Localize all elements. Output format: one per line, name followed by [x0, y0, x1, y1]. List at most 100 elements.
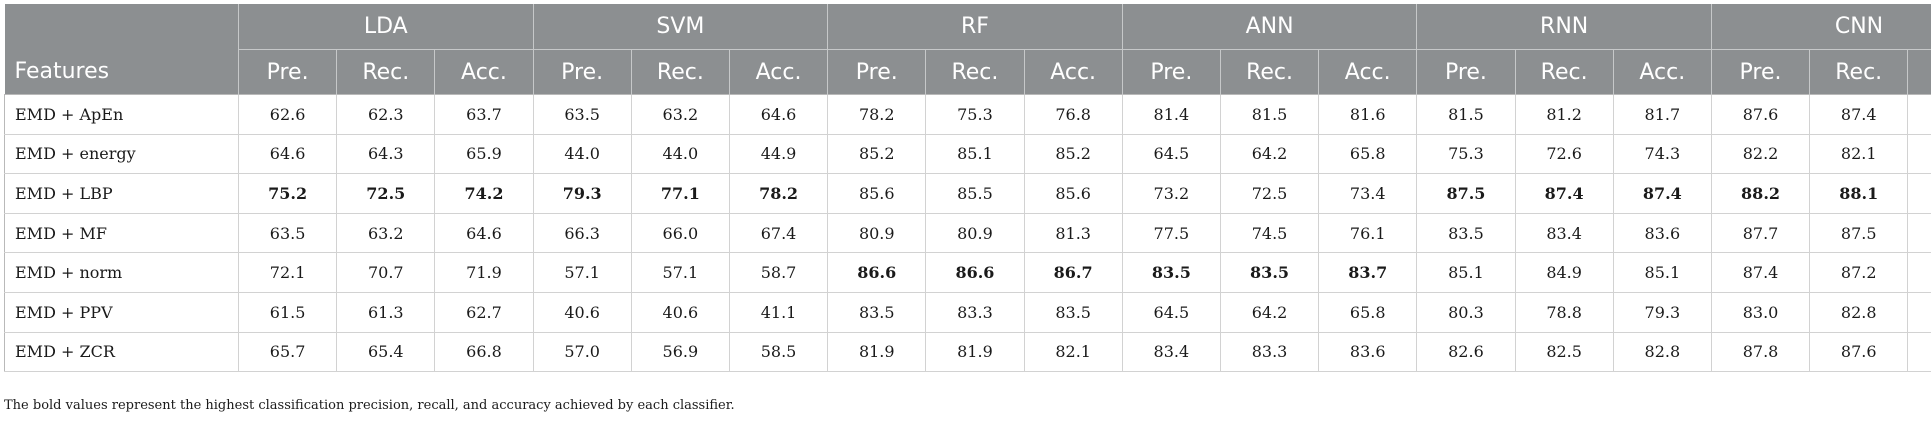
classifier-header-row: LDA SVM RF ANN RNN CNN [4, 4, 1931, 50]
value-cell: 78.2 [728, 173, 828, 214]
classifier-header-rf: RF [827, 4, 1123, 50]
feature-cell: EMD + energy [4, 134, 239, 175]
value-cell: 82.8 [1612, 332, 1712, 373]
value-cell: 87.8 [1710, 332, 1810, 373]
value-cell: 81.4 [1121, 94, 1221, 135]
metric-header-lda-pre: Pre. [237, 49, 337, 95]
value-cell: 57.1 [532, 252, 632, 293]
table-row: EMD + norm 72.1 70.7 71.9 57.1 57.1 58.7 86.6 86… [4, 252, 1931, 293]
value-cell: 87.4 [1809, 94, 1908, 135]
value-cell: 63.5 [532, 94, 632, 135]
metric-header-svm-rec: Rec. [630, 49, 730, 95]
value-cell: 83.6 [1318, 332, 1417, 373]
value-cell: 82.1 [1809, 134, 1908, 175]
metric-header-rnn-rec: Rec. [1514, 49, 1614, 95]
header-blank-cell [4, 4, 239, 50]
value-cell: 75.2 [237, 173, 337, 214]
value-cell: 64.2 [1219, 292, 1319, 333]
value-cell: 85.2 [1023, 134, 1123, 175]
value-cell: 75.3 [1416, 134, 1516, 175]
value-cell: 73.4 [1318, 173, 1417, 214]
value-cell: 83.5 [1219, 252, 1319, 293]
value-cell: 58.7 [728, 252, 828, 293]
value-cell: 81.6 [1318, 94, 1417, 135]
value-cell: 83.7 [1318, 252, 1417, 293]
value-cell: 64.6 [434, 213, 534, 254]
value-cell: 83.5 [1416, 213, 1516, 254]
metric-header-ann-acc: Acc. [1318, 49, 1417, 95]
value-cell: 62.3 [336, 94, 435, 135]
value-cell: 83.3 [925, 292, 1025, 333]
value-cell: 44.0 [532, 134, 632, 175]
value-cell: 64.5 [1121, 292, 1221, 333]
value-cell: 72.5 [1219, 173, 1319, 214]
classifier-header-rnn: RNN [1416, 4, 1712, 50]
value-cell: 76.1 [1318, 213, 1417, 254]
value-cell: 77.5 [1121, 213, 1221, 254]
value-cell: 80.9 [827, 213, 926, 254]
classifier-header-ann: ANN [1121, 4, 1417, 50]
value-cell: 61.5 [237, 292, 337, 333]
value-cell: 57.1 [630, 252, 730, 293]
value-cell: 44.9 [728, 134, 828, 175]
value-cell: 83.0 [1710, 292, 1810, 333]
metric-header-rf-acc: Acc. [1023, 49, 1123, 95]
value-cell: 61.3 [336, 292, 435, 333]
value-cell: 71.9 [434, 252, 534, 293]
results-table: LDA SVM RF ANN RNN CNN Features Pre. Rec. Acc. P… [4, 4, 1931, 373]
value-cell: 81.7 [1612, 94, 1712, 135]
metric-header-cnn-acc: Acc. [1907, 49, 1931, 95]
value-cell: 70.7 [336, 252, 435, 293]
value-cell: 66.8 [434, 332, 534, 373]
value-cell: 63.2 [336, 213, 435, 254]
table-header: LDA SVM RF ANN RNN CNN Features Pre. Rec. Acc. P… [4, 4, 1931, 95]
value-cell: 81.5 [1219, 94, 1319, 135]
value-cell: 81.2 [1514, 94, 1614, 135]
metric-header-ann-pre: Pre. [1121, 49, 1221, 95]
metric-header-cnn-pre: Pre. [1710, 49, 1810, 95]
table-footnote: The bold values represent the highest cl… [4, 398, 735, 413]
value-cell: 65.8 [1318, 292, 1417, 333]
value-cell: 74.2 [434, 173, 534, 214]
value-cell: 87.7 [1907, 332, 1931, 373]
value-cell: 85.2 [827, 134, 926, 175]
value-cell: 88.2 [1907, 173, 1931, 214]
value-cell: 81.3 [1023, 213, 1123, 254]
value-cell: 87.6 [1809, 332, 1908, 373]
feature-cell: EMD + LBP [4, 173, 239, 214]
value-cell: 83.3 [1219, 332, 1319, 373]
value-cell: 66.0 [630, 213, 730, 254]
value-cell: 87.4 [1710, 252, 1810, 293]
value-cell: 80.3 [1416, 292, 1516, 333]
metric-header-lda-rec: Rec. [336, 49, 435, 95]
value-cell: 87.6 [1710, 94, 1810, 135]
classifier-header-cnn: CNN [1710, 4, 1931, 50]
value-cell: 63.5 [237, 213, 337, 254]
value-cell: 82.4 [1907, 134, 1931, 175]
value-cell: 83.2 [1907, 292, 1931, 333]
value-cell: 85.1 [1612, 252, 1712, 293]
value-cell: 82.6 [1416, 332, 1516, 373]
feature-cell: EMD + PPV [4, 292, 239, 333]
value-cell: 75.3 [925, 94, 1025, 135]
metric-header-rf-rec: Rec. [925, 49, 1025, 95]
features-column-header: Features [4, 49, 239, 95]
feature-cell: EMD + norm [4, 252, 239, 293]
value-cell: 87.4 [1514, 173, 1614, 214]
table-row: EMD + energy 64.6 64.3 65.9 44.0 44.0 44.9 85.2… [4, 134, 1931, 175]
value-cell: 40.6 [532, 292, 632, 333]
table-row: EMD + ApEn 62.6 62.3 63.7 63.5 63.2 64.6 78.2 75… [4, 94, 1931, 135]
value-cell: 86.6 [827, 252, 926, 293]
value-cell: 79.3 [532, 173, 632, 214]
value-cell: 85.6 [1023, 173, 1123, 214]
metric-header-rnn-acc: Acc. [1612, 49, 1712, 95]
value-cell: 85.5 [925, 173, 1025, 214]
value-cell: 64.5 [1121, 134, 1221, 175]
value-cell: 86.6 [925, 252, 1025, 293]
value-cell: 62.6 [237, 94, 337, 135]
metric-header-rnn-pre: Pre. [1416, 49, 1516, 95]
value-cell: 84.9 [1514, 252, 1614, 293]
value-cell: 78.2 [827, 94, 926, 135]
value-cell: 83.5 [1023, 292, 1123, 333]
value-cell: 87.2 [1809, 252, 1908, 293]
